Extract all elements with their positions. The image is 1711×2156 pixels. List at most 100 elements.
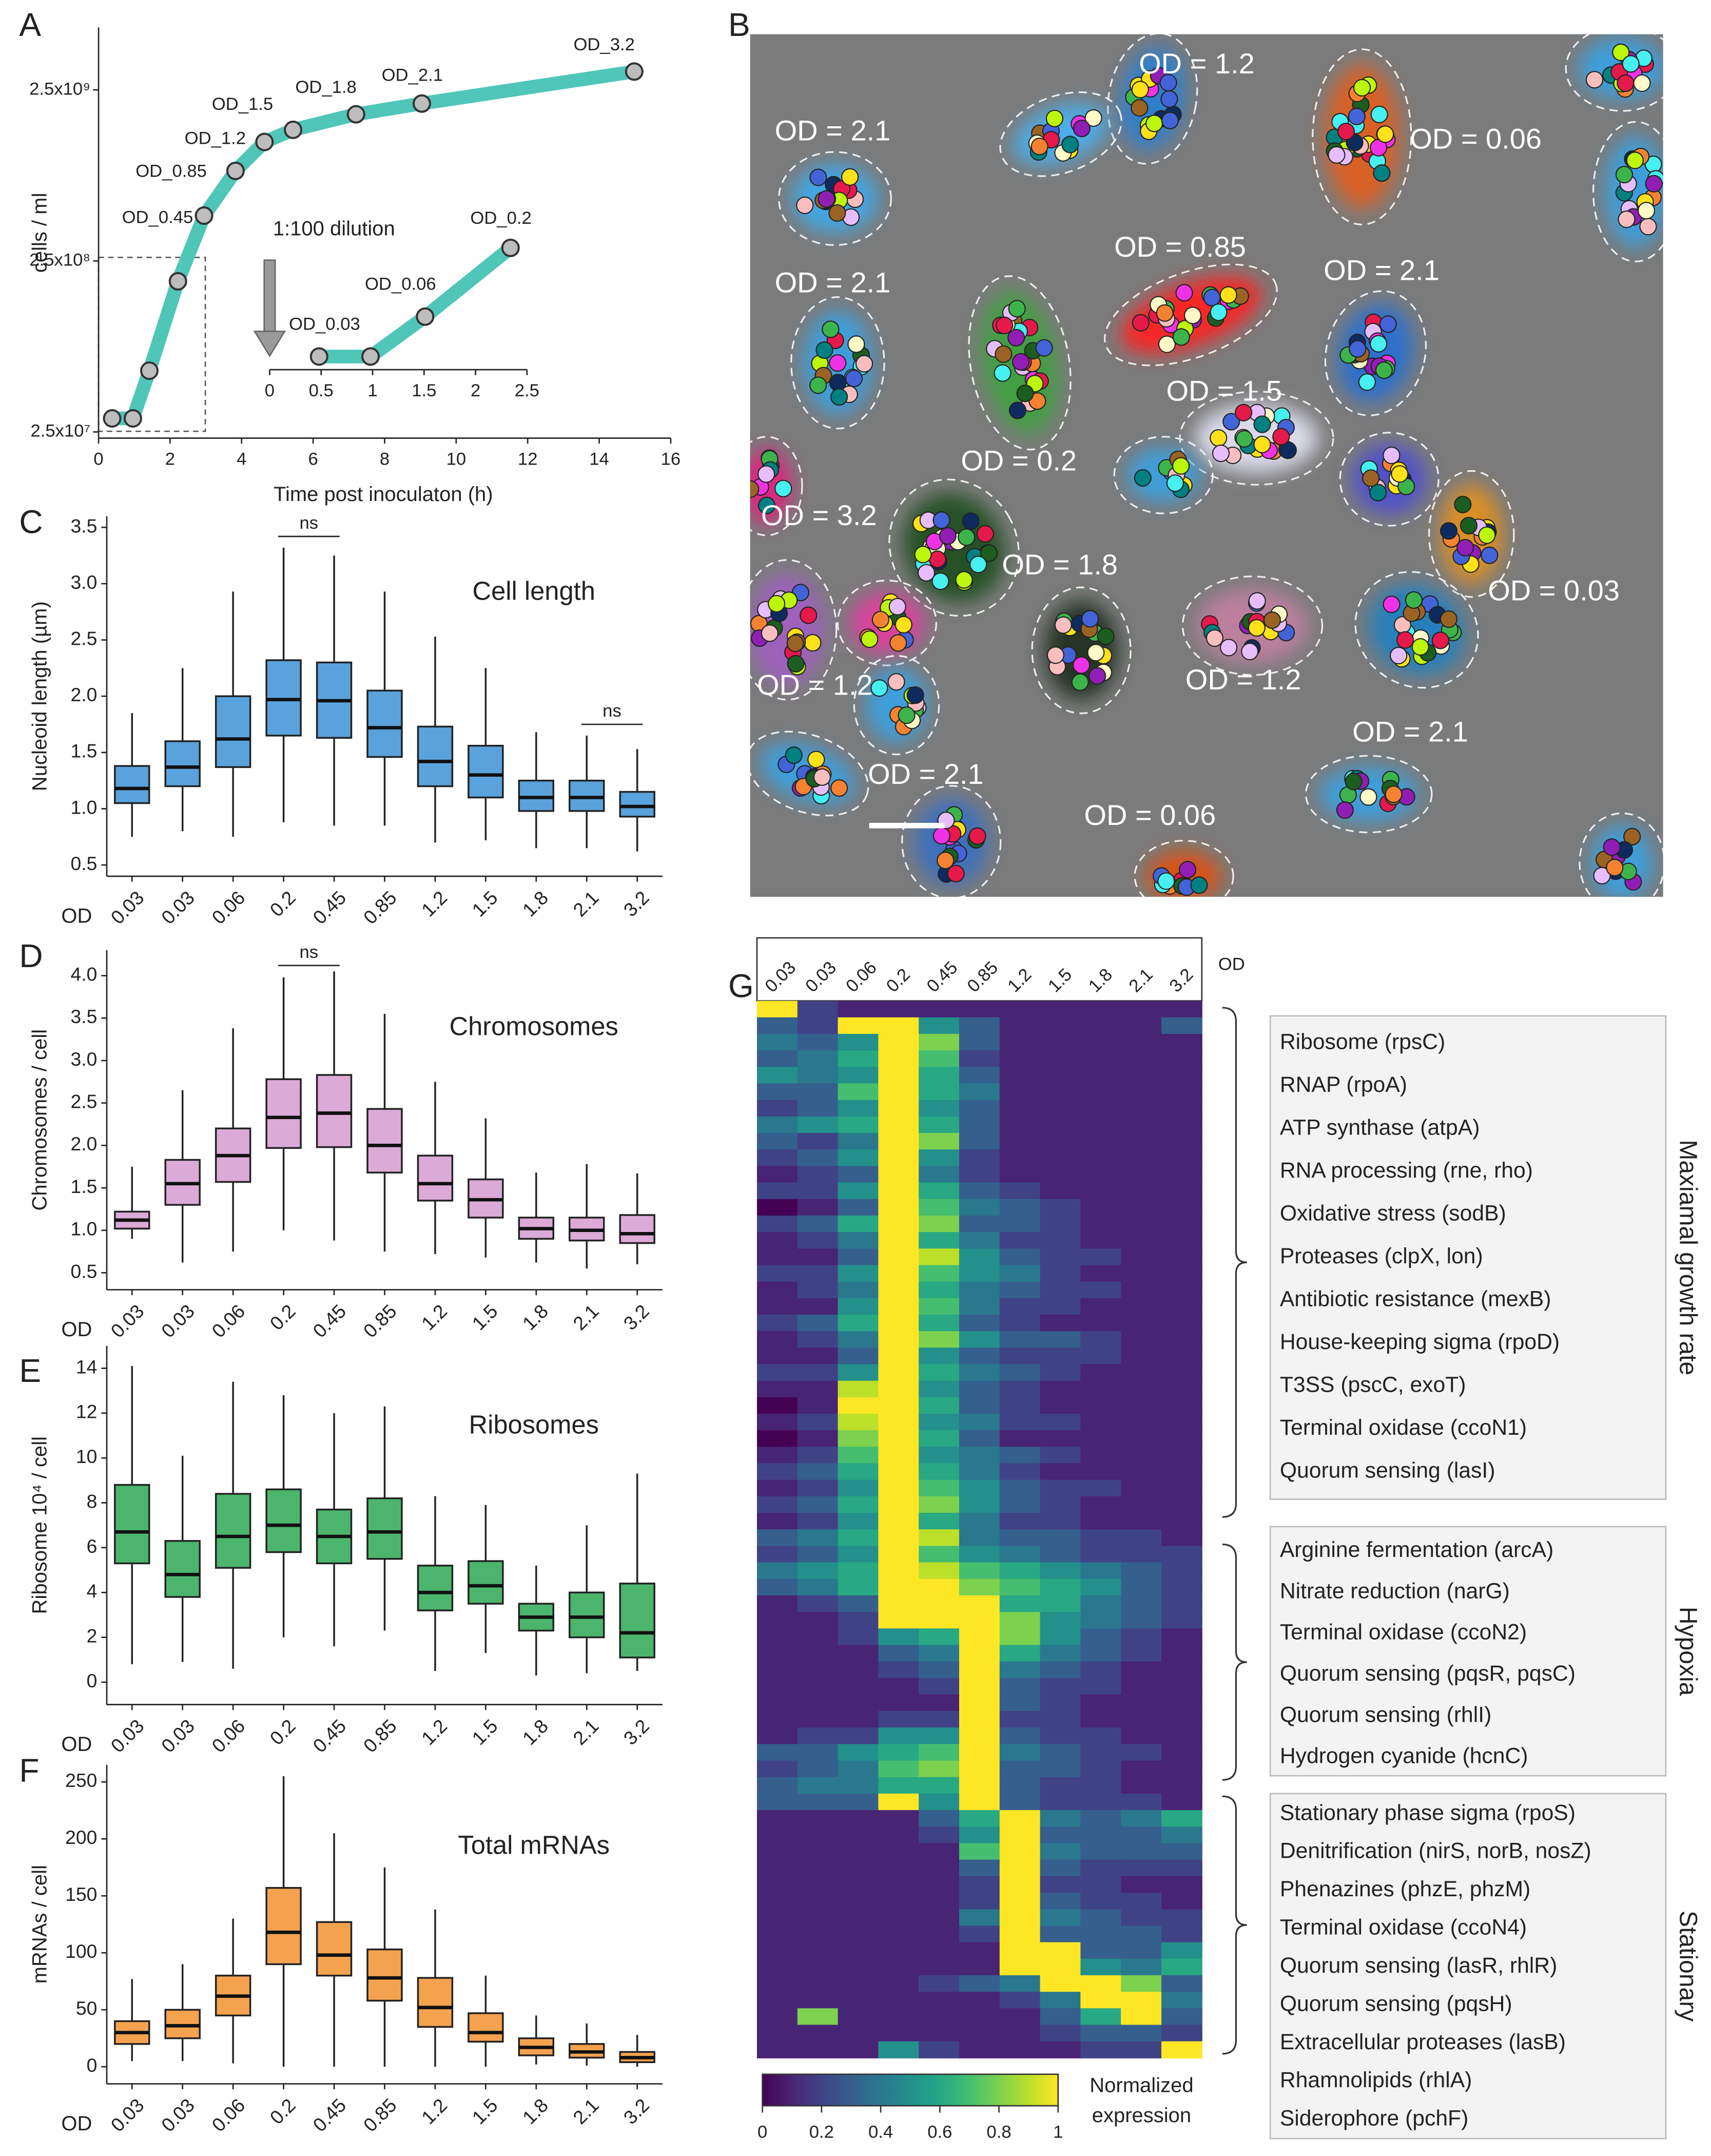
heatmap-cell [1161,1777,1202,1795]
gene-item: Proteases (clpX, lon) [1280,1244,1483,1268]
spot [1481,546,1499,564]
heatmap-cell [1121,1364,1162,1381]
heatmap-cell [959,1414,1000,1431]
heatmap-cell [1080,1645,1122,1662]
cell [1339,432,1440,527]
gene-item: Stationary phase sigma (rpoS) [1280,1800,1576,1825]
heatmap-cell [1161,1826,1202,1844]
heatmap-cell [1121,1496,1162,1514]
heatmap-cell [1040,1067,1081,1084]
heatmap-cell [999,1000,1041,1018]
heatmap-cell [756,1859,798,1877]
spot [761,624,779,642]
heatmap-cell [1121,1447,1162,1464]
spot [1358,373,1376,391]
heatmap-cell [919,1661,960,1679]
data-point [346,105,365,124]
data-point [168,272,187,291]
spot [887,673,905,691]
heatmap-cell [1161,1331,1202,1349]
heatmap-cell [797,1000,839,1018]
heatmap-cell [999,1529,1041,1547]
heatmap-cell [1040,1331,1081,1349]
heatmap-cell [919,1893,960,1910]
heatmap-cell [1040,1281,1081,1299]
heatmap-cell [838,1859,879,1877]
heatmap-cell [1080,1529,1122,1547]
spot [1253,415,1271,433]
heatmap-cell [797,1331,839,1349]
data-point [309,347,328,366]
data-point [255,132,274,151]
box [619,791,655,818]
heatmap-cell [1161,1926,1202,1943]
heatmap-cell [999,1050,1041,1068]
heatmap-cell [878,1215,920,1233]
od-label: OD = 1.2 [1185,663,1301,696]
heatmap-cell [919,1331,960,1349]
spot [1593,867,1611,884]
heatmap-cell [878,1314,920,1332]
heatmap-cell [959,1942,1000,1959]
heatmap-cell [797,1034,839,1051]
x-tick-label: 1.5 [468,2094,501,2128]
heatmap-cell [1040,1711,1081,1728]
heatmap-cell [756,1479,798,1497]
heatmap-cell [797,1612,839,1629]
y-tick-label: 150 [65,1883,97,1905]
box [316,1074,353,1148]
heatmap-cell [797,1298,839,1316]
heatmap-cell [838,1513,879,1530]
heatmap-cell [838,1348,879,1365]
od-label: OD = 0.2 [961,444,1077,476]
heatmap-cell [878,2025,920,2042]
heatmap-cell [756,1331,798,1349]
heatmap-cell [919,1067,960,1084]
heatmap-cell [797,1397,839,1415]
heatmap-cell [959,1578,1000,1596]
heatmap-cell [1161,1380,1202,1398]
heatmap-cell [878,1100,920,1117]
heatmap-cell [919,1975,960,1993]
spot [815,341,833,359]
spot [1385,785,1403,803]
heatmap-cell [797,1513,839,1530]
heatmap-cell [838,1463,879,1480]
heatmap-cell [1040,1612,1081,1629]
heatmap-cell [1121,1612,1162,1629]
cell [968,275,1072,451]
heatmap-cell [1121,1100,1162,1117]
heatmap-cell [1161,1133,1202,1150]
heatmap-cell [999,1645,1041,1662]
heatmap-cell [838,1000,879,1018]
heatmap-cell [756,1942,798,1959]
heatmap-cell [959,1034,1000,1051]
gene-item: Phenazines (phzE, phzM) [1280,1877,1530,1901]
column-label-box [756,937,1203,1002]
heatmap-cell [756,1595,798,1613]
heatmap-cell [838,1149,879,1167]
heatmap-cell [797,1199,839,1217]
heatmap-cell [999,1100,1041,1117]
spot [1081,610,1099,628]
heatmap-cell [919,1380,960,1398]
spot [898,706,916,724]
heatmap-cell [1040,1744,1081,1761]
heatmap-cell [959,1447,1000,1464]
box [366,1108,403,1174]
heatmap-cell [999,1331,1041,1349]
heatmap-cell [1080,1050,1122,1068]
heatmap-cell [1121,1694,1162,1712]
cell-outline [1428,470,1515,598]
heatmap-cell [999,1975,1041,1993]
point-label: OD_0.85 [135,162,207,181]
heatmap-cell [838,1364,879,1381]
x-tick-label: 0.06 [207,887,249,928]
heatmap-cell [838,1298,879,1316]
spot [1183,306,1202,324]
heatmap-cell [838,1843,879,1860]
heatmap-cell [1040,1232,1081,1249]
spot [1440,522,1458,540]
y-axis-label: cells / ml [29,193,51,273]
heatmap-cell [797,1149,839,1167]
